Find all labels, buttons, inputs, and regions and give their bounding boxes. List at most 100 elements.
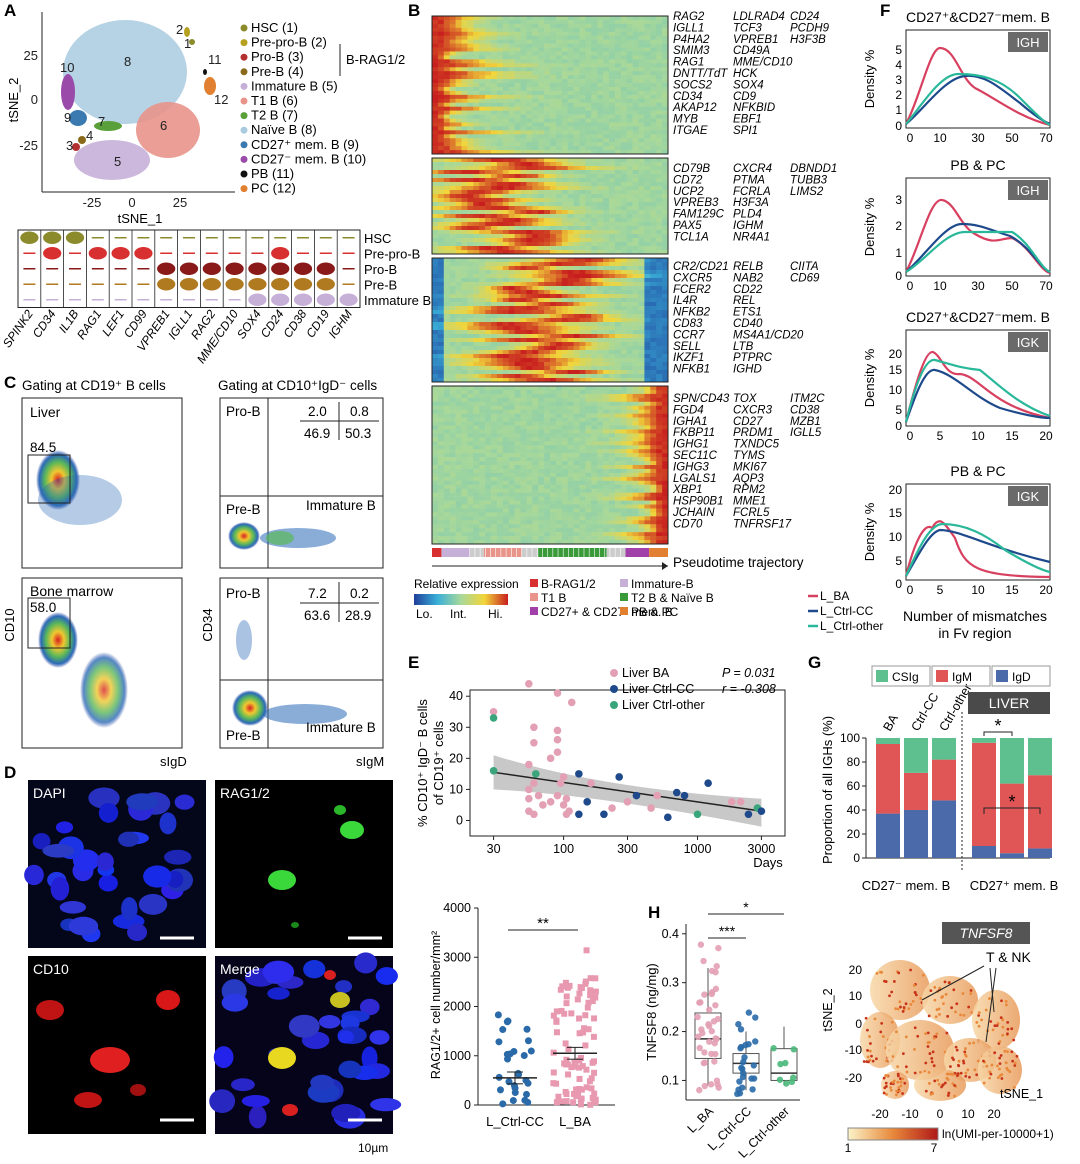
heat-cell	[491, 51, 497, 55]
heat-cell	[467, 342, 473, 346]
heat-cell	[609, 414, 615, 418]
heat-cell	[621, 258, 627, 262]
heat-cell	[615, 294, 621, 298]
heat-cell	[485, 36, 491, 40]
heat-cell	[568, 258, 574, 262]
heat-cell	[603, 310, 609, 314]
heat-cell	[491, 322, 497, 326]
heat-cell	[544, 222, 550, 226]
heat-cell	[585, 83, 591, 87]
heat-cell	[538, 87, 544, 91]
heat-cell	[585, 142, 591, 146]
cluster-t1-b	[136, 102, 200, 158]
heat-cell	[615, 174, 621, 178]
heat-cell	[591, 206, 597, 210]
heat-cell	[538, 370, 544, 374]
heat-cell	[497, 87, 503, 91]
heat-cell	[462, 55, 468, 59]
heat-cell	[568, 210, 574, 214]
heat-cell	[621, 473, 627, 477]
heat-cell	[544, 477, 550, 481]
violin-row-label: Pro-B	[364, 262, 397, 277]
heat-cell	[644, 318, 650, 322]
heat-cell	[585, 270, 591, 274]
heat-cell	[627, 330, 633, 334]
heat-cell	[621, 166, 627, 170]
heat-cell	[591, 218, 597, 222]
heat-cell	[580, 390, 586, 394]
heat-cell	[603, 433, 609, 437]
heat-cell	[662, 103, 668, 107]
heat-cell	[491, 130, 497, 134]
heat-cell	[550, 302, 556, 306]
heat-cell	[627, 445, 633, 449]
heat-cell	[662, 119, 668, 123]
heat-cell	[591, 505, 597, 509]
heat-cell	[621, 418, 627, 422]
heat-cell	[462, 234, 468, 238]
heat-cell	[580, 310, 586, 314]
heat-cell	[526, 418, 532, 422]
heat-cell	[615, 130, 621, 134]
heat-cell	[644, 457, 650, 461]
heat-cell	[662, 44, 668, 48]
heat-cell	[650, 445, 656, 449]
heat-cell	[644, 322, 650, 326]
heat-cell	[432, 461, 438, 465]
heat-cell	[550, 402, 556, 406]
heat-cell	[432, 190, 438, 194]
heat-cell	[644, 55, 650, 59]
heat-cell	[580, 206, 586, 210]
heat-cell	[479, 358, 485, 362]
heat-cell	[639, 310, 645, 314]
heat-cell	[491, 270, 497, 274]
heat-cell	[550, 20, 556, 24]
heat-cell	[544, 453, 550, 457]
heat-cell	[556, 330, 562, 334]
heat-cell	[479, 441, 485, 445]
heat-cell	[639, 44, 645, 48]
heat-cell	[544, 202, 550, 206]
heat-cell	[568, 214, 574, 218]
heat-cell	[633, 95, 639, 99]
heat-cell	[491, 99, 497, 103]
heat-cell	[538, 51, 544, 55]
heat-cell	[585, 166, 591, 170]
heat-cell	[574, 414, 580, 418]
heat-cell	[521, 274, 527, 278]
heat-cell	[597, 414, 603, 418]
heat-cell	[503, 32, 509, 36]
heat-cell	[526, 186, 532, 190]
heat-cell	[532, 338, 538, 342]
heat-cell	[603, 394, 609, 398]
heat-cell	[538, 366, 544, 370]
heat-cell	[580, 362, 586, 366]
heat-cell	[644, 79, 650, 83]
heat-cell	[633, 306, 639, 310]
heat-cell	[467, 48, 473, 52]
heat-cell	[639, 346, 645, 350]
heat-cell	[615, 266, 621, 270]
heat-cell	[515, 230, 521, 234]
heat-cell	[621, 437, 627, 441]
heat-cell	[656, 258, 662, 262]
heat-cell	[521, 36, 527, 40]
heat-cell	[656, 469, 662, 473]
heat-cell	[580, 426, 586, 430]
heat-cell	[473, 258, 479, 262]
heat-cell	[662, 326, 668, 330]
heat-cell	[485, 44, 491, 48]
heat-cell	[503, 314, 509, 318]
heat-cell	[615, 226, 621, 230]
heat-cell	[532, 362, 538, 366]
violin-shape	[157, 263, 175, 275]
heat-cell	[597, 95, 603, 99]
heat-cell	[497, 234, 503, 238]
heat-cell	[509, 461, 515, 465]
heat-cell	[503, 318, 509, 322]
cluster-number: 11	[208, 52, 222, 67]
heat-cell	[432, 262, 438, 266]
heat-cell	[444, 238, 450, 242]
heat-cell	[450, 406, 456, 410]
heat-cell	[597, 402, 603, 406]
